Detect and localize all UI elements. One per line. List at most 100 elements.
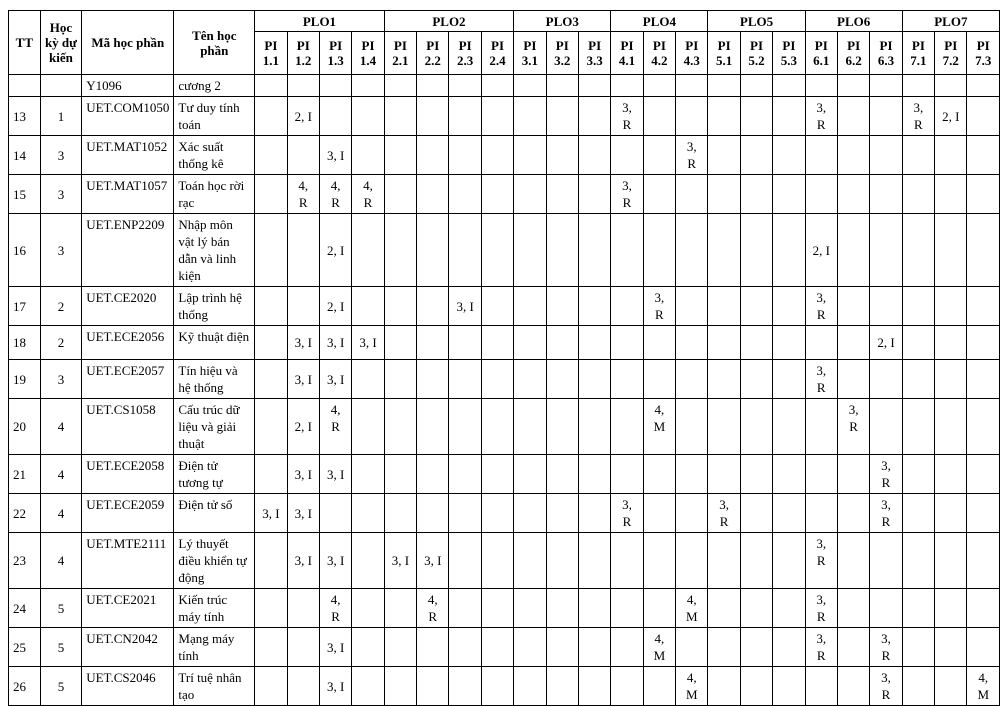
pi-cell [869, 286, 903, 326]
table-row: 25 5 UET.CN2042 Mạng máy tính 3, I 4, M 3, R 3,… [8, 627, 1000, 667]
pi-cell [383, 96, 418, 136]
pi-cell [675, 454, 709, 494]
pi-cell: 3, I [318, 666, 353, 706]
pi-cell [934, 135, 968, 175]
table-row: 15 3 UET.MAT1057 Toán học rời rạc 4, R 4, R 4,… [8, 174, 1000, 214]
pi-cell [577, 135, 612, 175]
pi-cell [513, 286, 547, 326]
pi-cell: 3, R [675, 135, 709, 175]
pi-cell [901, 359, 936, 399]
header-pi: PI 1.1 [254, 31, 288, 75]
pi-cell [545, 454, 579, 494]
pi-cell: 3, I [383, 532, 418, 589]
pi-cell [513, 627, 547, 667]
pi-cell [480, 96, 515, 136]
pi-cell [383, 398, 418, 455]
semester [39, 74, 83, 97]
pi-cell [836, 493, 871, 533]
pi-cell: 4, M [642, 627, 677, 667]
header-pi: PI 5.2 [739, 31, 774, 75]
header-plo6: PLO6 [804, 10, 903, 32]
pi-cell [901, 398, 936, 455]
pi-cell [448, 74, 482, 97]
header-plo5: PLO5 [707, 10, 806, 32]
semester: 2 [39, 286, 83, 326]
pi-cell [966, 454, 1000, 494]
course-code: UET.ECE2056 [81, 325, 175, 360]
pi-cell [577, 213, 612, 287]
course-name: Xác suất thống kê [173, 135, 256, 175]
pi-cell [448, 135, 482, 175]
pi-cell [934, 493, 968, 533]
pi-cell: 4, R [318, 588, 353, 628]
header-pi: PI 4.3 [675, 31, 709, 75]
pi-cell [351, 627, 385, 667]
pi-cell [966, 286, 1000, 326]
pi-cell [675, 398, 709, 455]
table-row: 21 4 UET.ECE2058 Điện tử tương tự 3, I 3, I 3,… [8, 454, 1000, 494]
pi-cell [739, 627, 774, 667]
pi-cell [966, 493, 1000, 533]
row-number: 14 [8, 135, 41, 175]
pi-cell [836, 96, 871, 136]
pi-cell [869, 532, 903, 589]
course-name: Điện tử tương tự [173, 454, 256, 494]
pi-cell [513, 454, 547, 494]
course-code: UET.ECE2057 [81, 359, 175, 399]
pi-cell: 4, M [675, 666, 709, 706]
semester: 4 [39, 454, 83, 494]
pi-cell [448, 454, 482, 494]
pi-cell [448, 359, 482, 399]
pi-cell: 3, I [416, 532, 450, 589]
semester: 5 [39, 627, 83, 667]
pi-cell [804, 135, 838, 175]
course-code: UET.MAT1057 [81, 174, 175, 214]
pi-cell: 4, R [318, 174, 353, 214]
pi-cell [416, 135, 450, 175]
pi-cell [351, 213, 385, 287]
pi-cell [351, 359, 385, 399]
pi-cell [901, 325, 936, 360]
pi-cell [254, 666, 288, 706]
pi-cell [513, 135, 547, 175]
pi-cell [254, 135, 288, 175]
semester: 2 [39, 325, 83, 360]
course-name: Kiến trúc máy tính [173, 588, 256, 628]
pi-cell [480, 666, 515, 706]
pi-cell [642, 174, 677, 214]
pi-cell: 2, I [934, 96, 968, 136]
course-code: UET.MTE2111 [81, 532, 175, 589]
table-row: 24 5 UET.CE2021 Kiến trúc máy tính 4, R 4, R 4… [8, 588, 1000, 628]
pi-cell [707, 135, 741, 175]
pi-cell [286, 286, 320, 326]
pi-cell: 3, R [869, 454, 903, 494]
pi-cell [448, 493, 482, 533]
pi-cell [836, 627, 871, 667]
course-name: Điện tử số [173, 493, 256, 533]
header-pi: PI 1.3 [318, 31, 353, 75]
pi-cell [772, 398, 806, 455]
pi-cell [448, 588, 482, 628]
course-name: Cấu trúc dữ liệu và giải thuật [173, 398, 256, 455]
pi-cell: 3, R [642, 286, 677, 326]
pi-cell [577, 286, 612, 326]
row-number: 15 [8, 174, 41, 214]
pi-cell [675, 96, 709, 136]
pi-cell [836, 666, 871, 706]
pi-cell: 3, R [804, 532, 838, 589]
pi-cell [513, 96, 547, 136]
pi-cell [254, 286, 288, 326]
pi-cell [966, 398, 1000, 455]
pi-cell [416, 627, 450, 667]
pi-cell [254, 532, 288, 589]
header-pi: PI 6.3 [869, 31, 903, 75]
pi-cell [966, 96, 1000, 136]
pi-cell [545, 213, 579, 287]
pi-cell [804, 666, 838, 706]
pi-cell: 2, I [869, 325, 903, 360]
pi-cell [513, 493, 547, 533]
pi-cell [966, 325, 1000, 360]
header-pi: PI 7.2 [934, 31, 968, 75]
course-name: Tư duy tính toán [173, 96, 256, 136]
pi-cell [772, 666, 806, 706]
